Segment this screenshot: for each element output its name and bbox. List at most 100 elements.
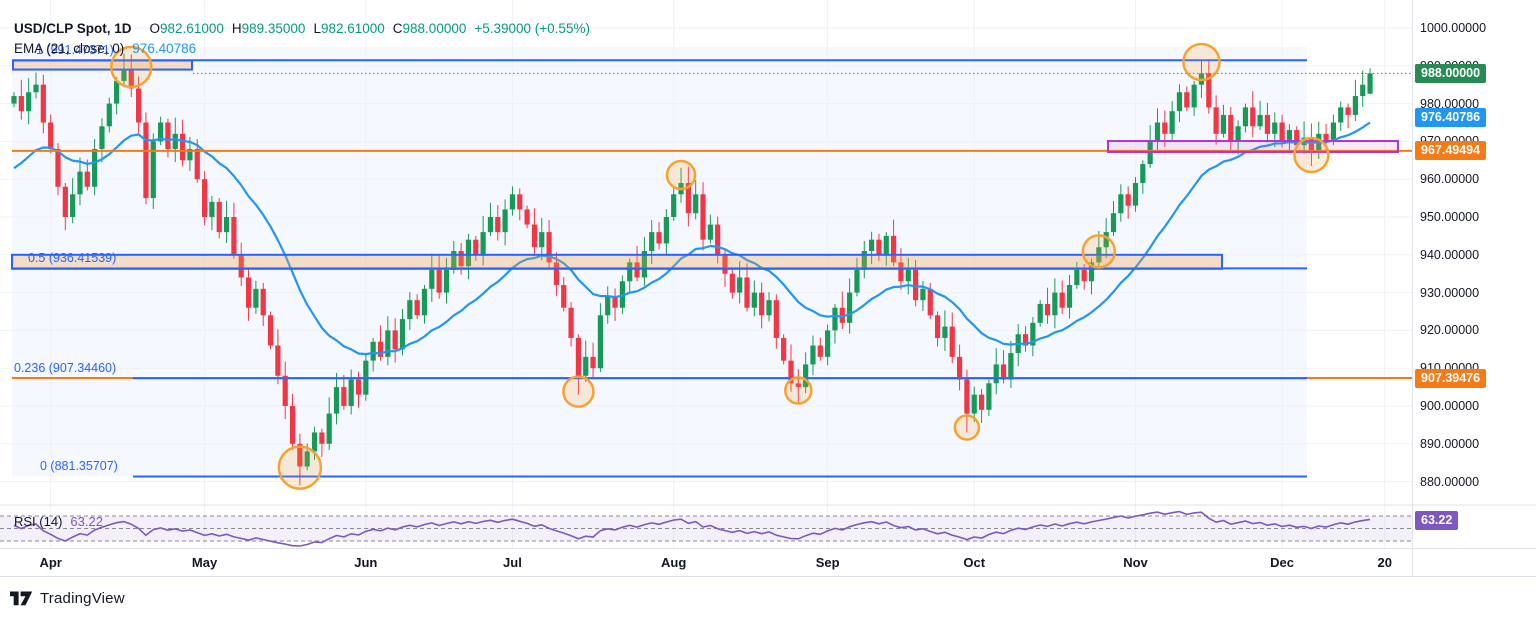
candle-body-down	[634, 262, 640, 278]
close-value: 988.00000	[402, 21, 467, 36]
candle-body-down	[685, 182, 691, 214]
candle-body-down	[282, 375, 288, 406]
candle-body-down	[275, 345, 281, 376]
ema-line	[13, 121, 1371, 356]
price-tick-label: 940.00000	[1420, 247, 1480, 262]
candle-body-up	[1132, 182, 1139, 206]
price-axis[interactable]: 1000.00000990.00000980.00000970.00000960…	[1412, 0, 1536, 576]
candle-body-up	[253, 288, 259, 308]
candle-body-down	[795, 383, 801, 388]
candle-body-up	[1352, 96, 1358, 115]
symbol-title: USD/CLP Spot, 1D	[14, 21, 132, 36]
candle-body-down	[40, 84, 46, 123]
candle-body-up	[832, 307, 838, 331]
candle-body-down	[84, 171, 90, 187]
candle-body-up	[986, 383, 992, 410]
candle-body-down	[773, 300, 779, 338]
candle-body-down	[949, 326, 955, 357]
candle-body-down	[143, 122, 149, 199]
candle-body-up	[1242, 107, 1249, 127]
candle-body-up	[641, 251, 647, 278]
candle-body-up	[209, 201, 215, 217]
candle-body-up	[77, 171, 83, 195]
candle-body-down	[590, 356, 596, 369]
symbol-ohlc-row: USD/CLP Spot, 1D O982.61000 H989.35000 L982…	[14, 19, 590, 38]
candle-body-down	[817, 345, 823, 357]
candle-body-down	[1264, 114, 1271, 134]
candle-body-down	[165, 122, 171, 149]
candle-body-up	[1272, 122, 1278, 134]
candle-body-up	[605, 296, 611, 316]
candle-body-up	[429, 269, 435, 289]
candle-body-down	[1228, 114, 1234, 142]
change-value: +5.39000 (+0.55%)	[474, 21, 590, 36]
candle-body-up	[150, 141, 156, 199]
candle-body-up	[158, 122, 164, 142]
candle-body-down	[267, 315, 274, 346]
high-label: H	[231, 21, 242, 36]
candle-body-down	[934, 315, 941, 338]
zone-rectangle	[1107, 140, 1399, 153]
tradingview-logo-icon	[10, 591, 33, 606]
price-tick-label: 950.00000	[1420, 210, 1480, 224]
candle-body-up	[33, 84, 39, 93]
candle-body-up	[421, 288, 428, 316]
candle-body-up	[92, 148, 98, 187]
candle-body-up	[1367, 73, 1373, 94]
candle-body-down	[341, 387, 347, 406]
candle-body-up	[385, 330, 391, 357]
candle-body-up	[187, 148, 193, 161]
candle-body-down	[898, 262, 904, 282]
candle-body-up	[399, 319, 406, 350]
time-tick-label: Oct	[963, 555, 986, 570]
zone-rectangle	[12, 59, 193, 71]
candle-body-up	[803, 364, 809, 388]
candle-body-up	[1074, 269, 1080, 286]
candle-body-down	[377, 341, 384, 357]
time-tick-label: May	[191, 555, 218, 570]
candle-body-down	[531, 224, 538, 248]
candle-body-up	[1220, 114, 1227, 134]
candle-body-up	[663, 217, 669, 244]
candle-body-down	[759, 292, 765, 316]
candle-body-down	[194, 148, 200, 180]
candle-body-up	[370, 341, 376, 361]
candle-body-up	[70, 194, 76, 217]
candle-body-up	[869, 239, 875, 252]
price-tick-label: 960.00000	[1420, 172, 1480, 187]
candle-body-up	[465, 239, 472, 267]
highlight-circle	[784, 376, 813, 405]
highlight-circle	[1182, 42, 1221, 82]
candle-body-down	[201, 179, 208, 217]
candle-body-up	[487, 217, 494, 233]
candle-body-down	[260, 288, 266, 316]
candle-body-down	[1125, 194, 1131, 206]
rsi-value-badge: 63.22	[1415, 510, 1459, 530]
candle-body-up	[1191, 84, 1197, 108]
highlight-circle	[277, 445, 323, 490]
time-axis[interactable]: Apr May Jun Jul Aug Sep Oct Nov Dec 20	[0, 549, 1536, 576]
candle-body-up	[99, 126, 105, 149]
rsi-value: 63.22	[70, 514, 103, 529]
candle-body-up	[1118, 194, 1124, 214]
candle-body-up	[905, 269, 911, 282]
time-tick-label: Sep	[815, 555, 840, 570]
candle-body-up	[1257, 114, 1263, 127]
candle-body-down	[575, 337, 582, 376]
candle-body-up	[1169, 111, 1175, 134]
highlight-circle	[110, 45, 153, 89]
candle-body-up	[883, 235, 889, 255]
candle-body-up	[1176, 92, 1183, 112]
candle-body-up	[619, 281, 625, 308]
zone-rectangle	[11, 253, 1223, 270]
candle-body-down	[355, 379, 362, 395]
tradingview-attribution[interactable]: TradingView	[10, 590, 125, 607]
candle-body-down	[1059, 292, 1065, 308]
ema-value: 976.40786	[132, 41, 197, 56]
candle-body-up	[825, 330, 831, 357]
candle-body-down	[781, 337, 787, 361]
rsi-label: RSI (14)	[14, 514, 63, 529]
highlight-circle	[1081, 234, 1117, 269]
